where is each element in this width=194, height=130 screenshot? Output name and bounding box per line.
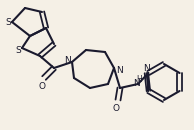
- Text: N: N: [143, 63, 150, 73]
- Text: N: N: [116, 66, 122, 74]
- Text: H: H: [136, 74, 142, 83]
- Text: S: S: [5, 18, 11, 27]
- Text: O: O: [113, 103, 120, 112]
- Text: O: O: [38, 82, 46, 90]
- Text: S: S: [15, 46, 21, 54]
- Text: N: N: [64, 56, 70, 64]
- Text: N: N: [133, 79, 139, 87]
